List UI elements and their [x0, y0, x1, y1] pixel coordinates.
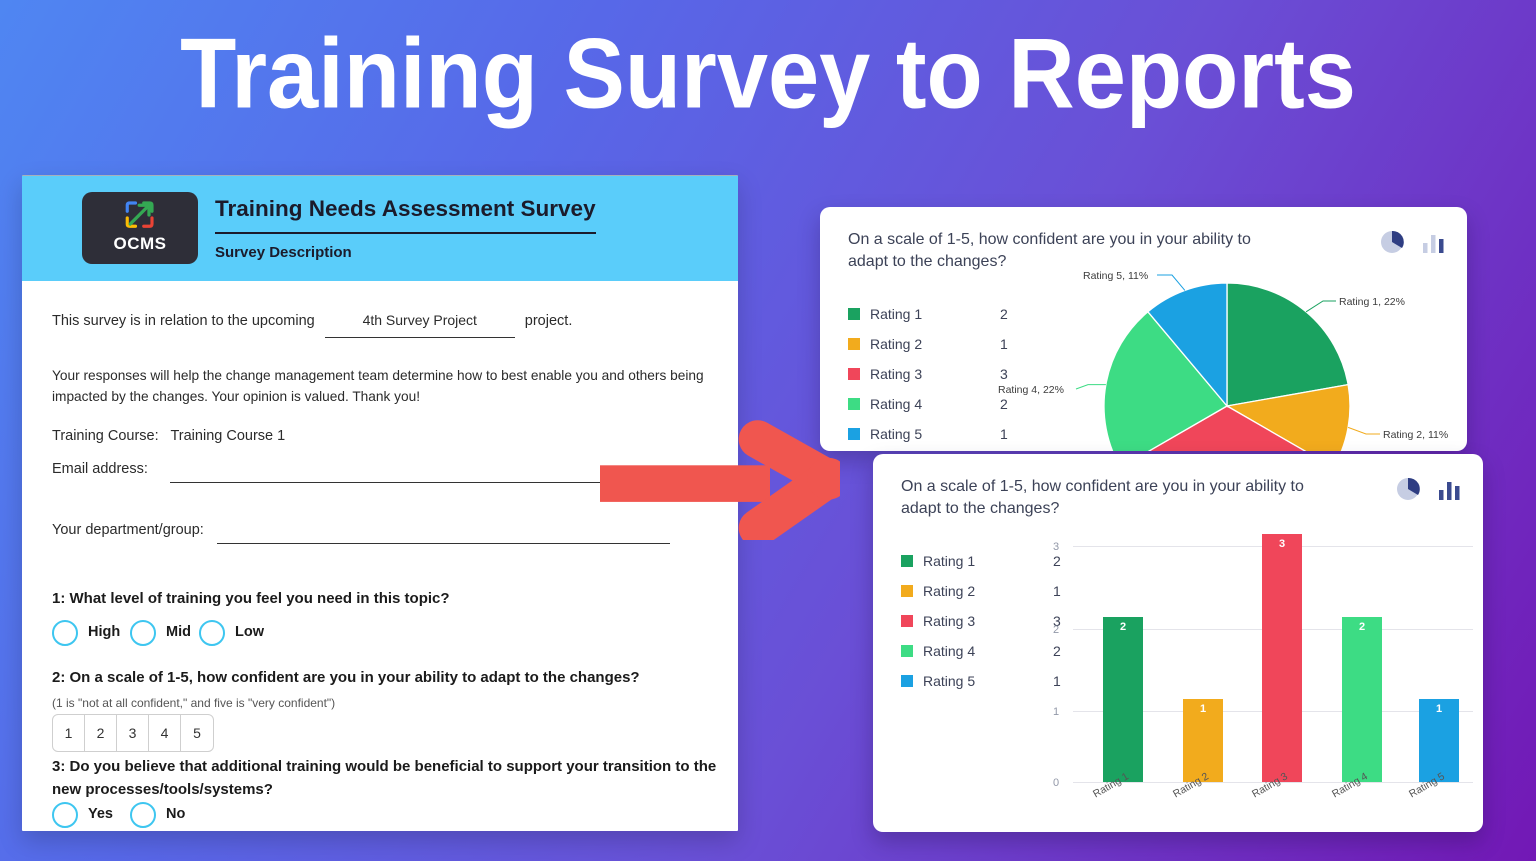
- svg-text:Rating 5, 11%: Rating 5, 11%: [1083, 270, 1148, 282]
- svg-text:Rating 4, 22%: Rating 4, 22%: [998, 384, 1064, 396]
- svg-text:Rating 1, 22%: Rating 1, 22%: [1339, 296, 1405, 308]
- svg-text:Rating 2, 11%: Rating 2, 11%: [1383, 429, 1448, 441]
